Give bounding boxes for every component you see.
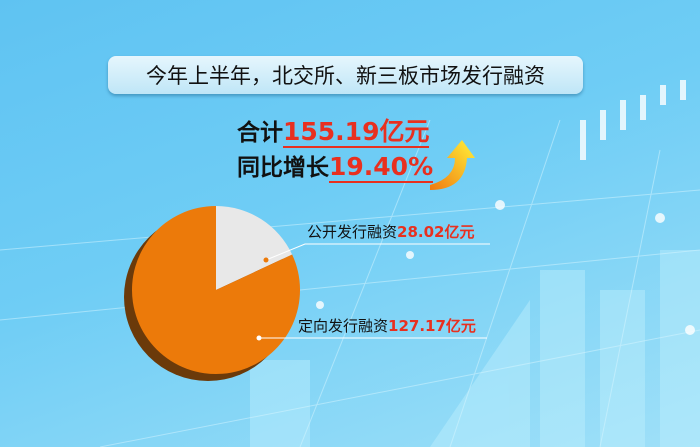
slice-label-public: 公开发行融资28.02亿元 xyxy=(307,221,474,242)
total-value: 155.19亿元 xyxy=(283,117,430,148)
leader-line xyxy=(265,243,490,261)
slice-name: 公开发行融资 xyxy=(307,223,398,241)
growth-stat: 同比增长19.40% xyxy=(237,148,434,183)
up-arrow-icon xyxy=(430,140,475,190)
total-label: 合计 xyxy=(237,120,283,146)
pie-slice xyxy=(131,206,300,374)
growth-value: 19.40% xyxy=(329,152,434,183)
slice-label-private: 定向发行融资127.17亿元 xyxy=(298,315,476,336)
slice-value: 28.02亿元 xyxy=(397,223,475,241)
slice-value: 127.17亿元 xyxy=(388,317,476,335)
total-stat: 合计155.19亿元 xyxy=(237,112,430,148)
leader-dot xyxy=(263,257,269,263)
page-title: 今年上半年，北交所、新三板市场发行融资 xyxy=(108,56,583,94)
leader-dot xyxy=(256,335,262,341)
growth-label: 同比增长 xyxy=(237,155,329,181)
pie-slice xyxy=(216,206,293,290)
slice-name: 定向发行融资 xyxy=(298,317,389,335)
